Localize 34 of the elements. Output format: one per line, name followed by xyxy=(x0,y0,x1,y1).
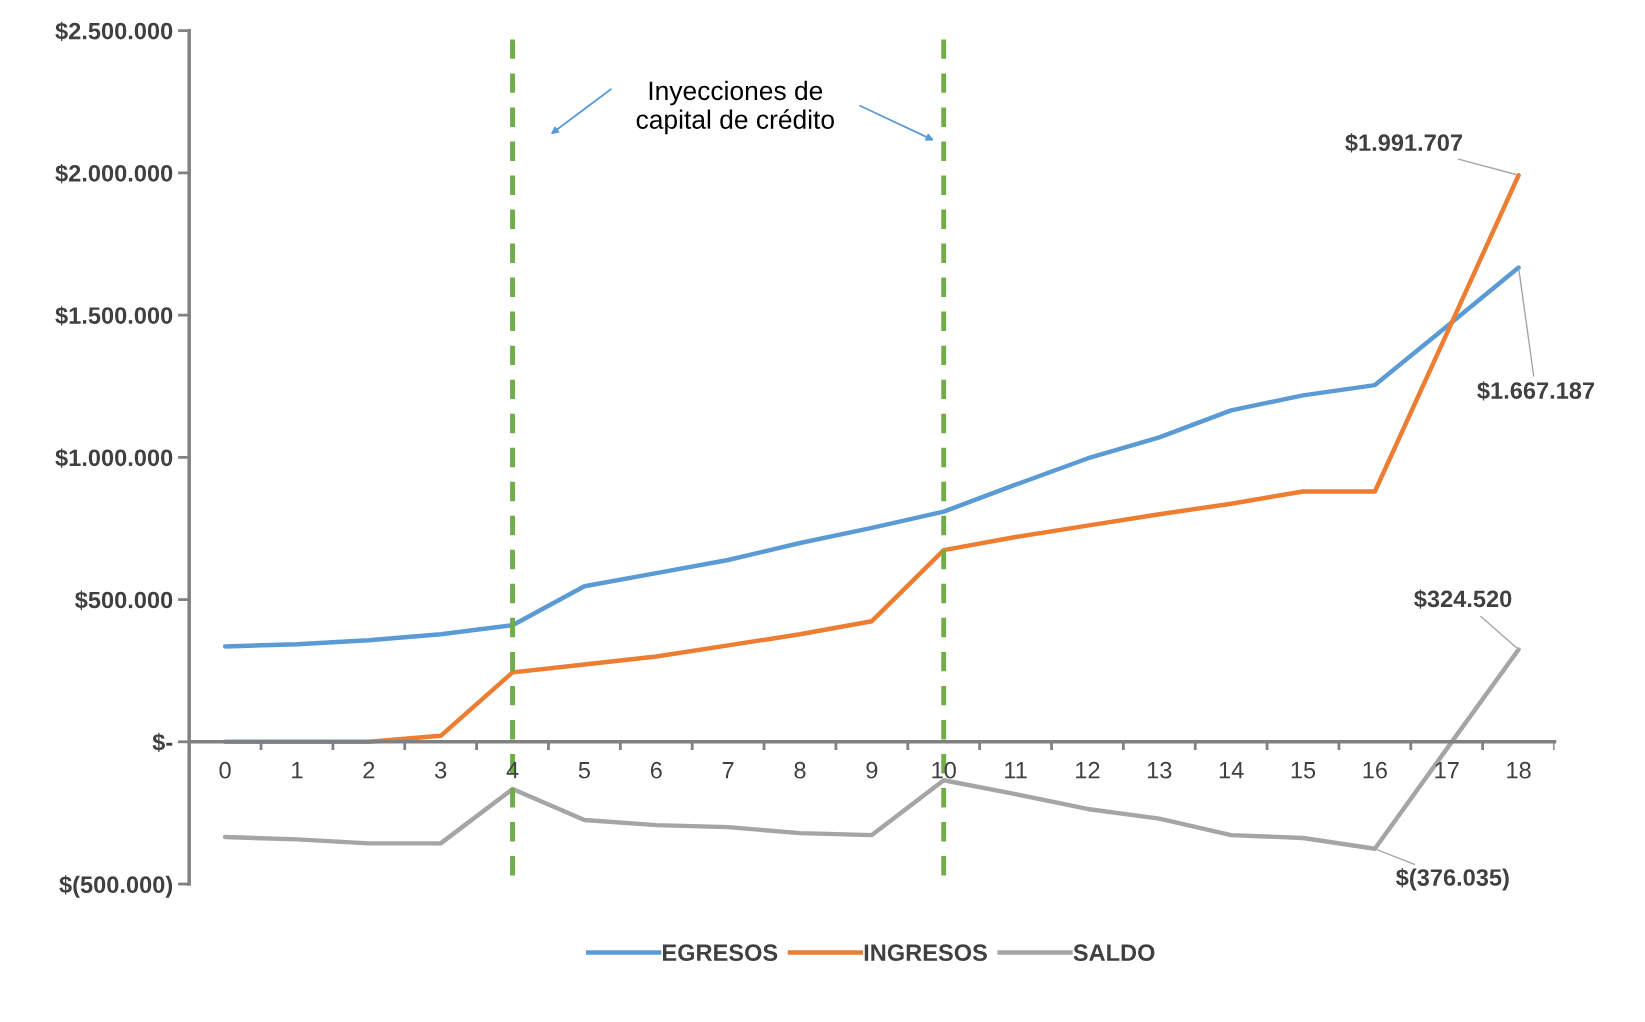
x-tick-label: 6 xyxy=(650,761,662,779)
legend-label: SALDO xyxy=(1073,944,1155,962)
x-tick-label: 18 xyxy=(1507,761,1531,779)
x-tick-label: 16 xyxy=(1363,761,1387,779)
x-tick-label: 1 xyxy=(292,762,303,779)
x-tick-label: 9 xyxy=(866,761,878,779)
annotation: Inyecciones de capital de crédito xyxy=(636,80,834,135)
x-tick-label: 8 xyxy=(794,761,806,779)
y-tick-label: $- xyxy=(152,732,173,753)
legend-label: INGRESOS xyxy=(864,944,987,962)
x-tick-label: 4 xyxy=(506,762,519,779)
data-label: $1.991.707 xyxy=(1345,133,1463,153)
x-tick-label: 14 xyxy=(1219,762,1244,779)
y-tick-label: $2.500.000 xyxy=(55,21,173,41)
data-label: $(376.035) xyxy=(1396,868,1509,891)
y-tick-label: $(500.000) xyxy=(59,875,173,898)
y-tick-label: $2.000.000 xyxy=(55,163,173,184)
x-tick-label: 0 xyxy=(219,761,231,779)
x-tick-label: 13 xyxy=(1147,761,1172,779)
x-tick-label: 12 xyxy=(1076,761,1100,779)
x-tick-label: 11 xyxy=(1005,762,1027,779)
x-tick-label: 2 xyxy=(363,761,375,779)
legend-label: EGRESOS xyxy=(663,944,778,962)
x-tick-label: 17 xyxy=(1435,762,1459,779)
x-tick-label: 7 xyxy=(722,762,734,779)
x-tick-label: 15 xyxy=(1291,762,1316,779)
data-label: $1.667.187 xyxy=(1477,381,1595,401)
y-tick-label: $1.000.000 xyxy=(55,448,173,468)
data-label: $324.520 xyxy=(1414,589,1512,609)
x-tick-label: 10 xyxy=(932,761,956,779)
y-tick-label: $500.000 xyxy=(75,590,173,610)
x-tick-label: 3 xyxy=(435,761,447,779)
y-tick-label: $1.500.000 xyxy=(55,306,173,326)
x-tick-label: 5 xyxy=(578,762,590,779)
